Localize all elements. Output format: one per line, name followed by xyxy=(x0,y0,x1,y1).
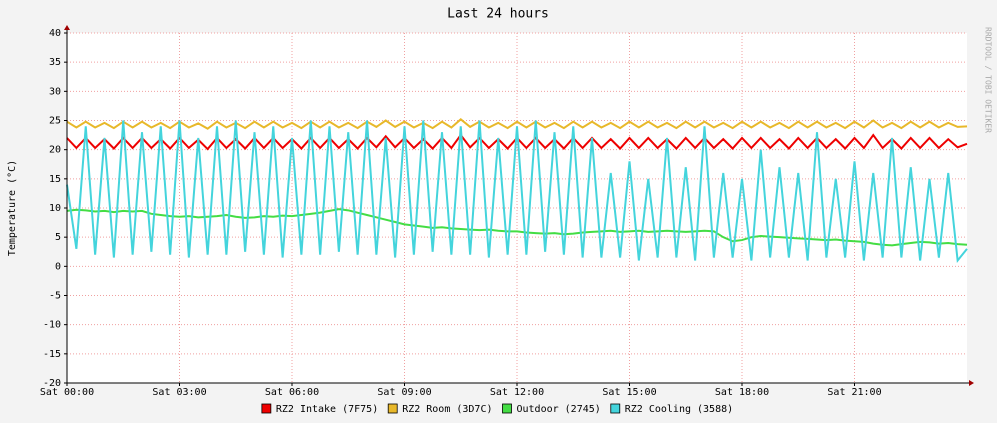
x-tick-label: Sat 18:00 xyxy=(715,387,769,398)
y-tick-label: 30 xyxy=(49,86,61,97)
series-line xyxy=(66,120,968,264)
legend-label: RZ2 Cooling (3588) xyxy=(625,404,733,415)
y-tick-label: 10 xyxy=(49,203,61,214)
legend-swatch xyxy=(502,403,512,414)
y-tick-label: 35 xyxy=(49,57,61,68)
y-tick-label: -15 xyxy=(43,349,61,360)
x-axis-arrow xyxy=(969,380,974,386)
y-axis-arrow xyxy=(64,25,70,30)
x-tick-label: Sat 12:00 xyxy=(490,387,544,398)
y-tick-label: -5 xyxy=(49,291,61,302)
legend-swatch xyxy=(261,403,272,414)
y-tick-label: 15 xyxy=(49,174,61,185)
legend-label: RZ2 Intake (7F75) xyxy=(276,404,378,415)
y-tick-label: 5 xyxy=(55,232,61,243)
x-tick-label: Sat 15:00 xyxy=(602,387,656,398)
x-tick-label: Sat 21:00 xyxy=(827,387,881,398)
y-tick-label: 25 xyxy=(49,116,61,127)
y-axis-label: Temperature (°C) xyxy=(7,160,18,256)
series-line xyxy=(66,118,968,130)
y-tick-label: 20 xyxy=(49,145,61,156)
legend-label: Outdoor (2745) xyxy=(517,404,601,415)
x-tick-label: Sat 03:00 xyxy=(152,387,206,398)
y-tick-label: -10 xyxy=(43,320,61,331)
legend-label: RZ2 Room (3D7C) xyxy=(402,404,492,415)
y-tick-label: 40 xyxy=(49,28,61,39)
x-tick-label: Sat 06:00 xyxy=(265,387,319,398)
series-line xyxy=(66,208,968,247)
legend-swatch xyxy=(387,403,398,414)
x-tick-label: Sat 09:00 xyxy=(377,387,431,398)
watermark: RRDTOOL / TOBI OETIKER xyxy=(984,27,993,133)
y-tick-label: -20 xyxy=(43,378,61,389)
legend-swatch xyxy=(610,403,621,414)
y-tick-label: 0 xyxy=(55,261,61,272)
chart-title: Last 24 hours xyxy=(447,7,549,22)
x-tick-label: Sat 00:00 xyxy=(40,387,94,398)
